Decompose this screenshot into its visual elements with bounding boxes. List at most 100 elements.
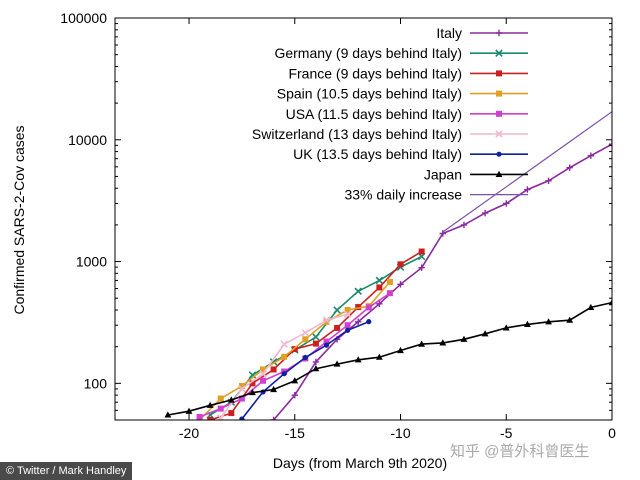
legend-entry-8: 33% daily increase [344, 187, 528, 203]
data-point [281, 371, 287, 377]
data-point [333, 360, 341, 367]
data-point [323, 318, 330, 325]
data-point [418, 248, 425, 255]
y-tick-label: 1000 [76, 254, 107, 270]
y-tick-label: 100 [84, 375, 108, 391]
legend-swatch-marker [496, 90, 502, 97]
series-line [199, 292, 391, 418]
legend-label: Japan [424, 166, 462, 182]
data-point [239, 416, 245, 420]
x-tick-label: -10 [390, 425, 410, 441]
data-point [418, 264, 425, 271]
data-point [164, 411, 172, 418]
y-axis-label-box: Confirmed SARS-2-Cov cases [8, 110, 30, 330]
legend-label: Spain (10.5 days behind Italy) [277, 86, 462, 102]
data-point [281, 353, 288, 360]
data-point [355, 318, 362, 326]
legend-swatch-marker [495, 29, 503, 37]
data-point [460, 221, 468, 229]
data-point [312, 340, 319, 347]
data-point [217, 395, 224, 402]
x-tick-label: -5 [500, 425, 513, 441]
data-point [228, 410, 235, 417]
legend-entry-6: UK (13.5 days behind Italy) [293, 146, 528, 162]
series-7 [164, 299, 612, 418]
legend-label: Germany (9 days behind Italy) [274, 45, 462, 61]
legend-entry-1: Germany (9 days behind Italy) [274, 45, 528, 61]
y-tick-label: 10000 [68, 132, 107, 148]
data-point [608, 299, 612, 306]
data-point [481, 209, 489, 217]
data-point [503, 200, 510, 207]
data-point [322, 316, 331, 324]
data-point [397, 281, 404, 288]
x-tick-label: -15 [285, 425, 305, 441]
series-line [272, 143, 612, 420]
data-point [227, 396, 235, 403]
data-point [185, 407, 193, 414]
credit-watermark-image: © Twitter / Mark Handley [0, 462, 133, 480]
data-point [260, 366, 267, 373]
x-tick-label: 0 [608, 425, 616, 441]
legend-label: Switzerland (13 days behind Italy) [252, 126, 462, 142]
plot-area [164, 111, 612, 420]
data-point [418, 340, 426, 347]
data-point [365, 304, 372, 311]
axis-ticks: -20 -15 -10 -5 0 100 1000 10000 100000 [60, 10, 616, 441]
data-point [312, 333, 320, 341]
data-point [481, 330, 489, 337]
data-point [270, 366, 277, 373]
data-point [238, 385, 246, 393]
data-point [302, 336, 309, 343]
data-point [524, 186, 531, 193]
data-point [355, 304, 362, 311]
data-point [587, 303, 595, 311]
data-point [344, 307, 351, 314]
plot-frame [114, 17, 613, 421]
legend-swatch-marker [496, 70, 502, 77]
data-point [280, 340, 288, 348]
data-point [376, 300, 383, 307]
data-point [566, 164, 573, 171]
data-point [291, 377, 299, 384]
data-point [249, 388, 256, 396]
legend-entry-0: Italy [436, 25, 528, 41]
data-point [238, 383, 245, 390]
data-point [217, 405, 224, 412]
data-point [260, 377, 267, 384]
legend-label: Italy [436, 25, 462, 41]
legend-entry-4: USA (11.5 days behind Italy) [286, 106, 528, 122]
data-point [323, 342, 330, 348]
data-point [345, 327, 351, 333]
series-line [442, 111, 612, 233]
series-line [199, 281, 391, 420]
data-point [249, 380, 256, 387]
legend-label: UK (13.5 days behind Italy) [293, 146, 462, 162]
data-point [366, 319, 372, 325]
data-point [270, 385, 278, 393]
series-6 [239, 319, 372, 420]
data-point [608, 140, 612, 148]
legend-entry-3: Spain (10.5 days behind Italy) [277, 86, 528, 102]
data-point [376, 284, 383, 291]
data-point [587, 152, 595, 159]
data-point [524, 320, 531, 327]
y-tick-label: 100000 [60, 10, 107, 26]
data-point [344, 322, 351, 329]
x-tick-label: -20 [179, 425, 199, 441]
data-point [323, 338, 330, 345]
y-axis-label: Confirmed SARS-2-Cov cases [11, 125, 27, 315]
series-0 [270, 140, 612, 420]
data-point [502, 324, 510, 331]
legend-entry-5: Switzerland (13 days behind Italy) [252, 126, 528, 142]
data-point [291, 391, 298, 399]
data-point [312, 358, 320, 366]
series-line [167, 301, 612, 416]
data-point [386, 290, 393, 297]
series-4 [196, 290, 393, 420]
legend-swatch-marker [495, 49, 503, 57]
legend-swatch-marker [495, 130, 503, 138]
series-5 [216, 310, 352, 420]
legend-label: France (9 days behind Italy) [288, 65, 462, 81]
